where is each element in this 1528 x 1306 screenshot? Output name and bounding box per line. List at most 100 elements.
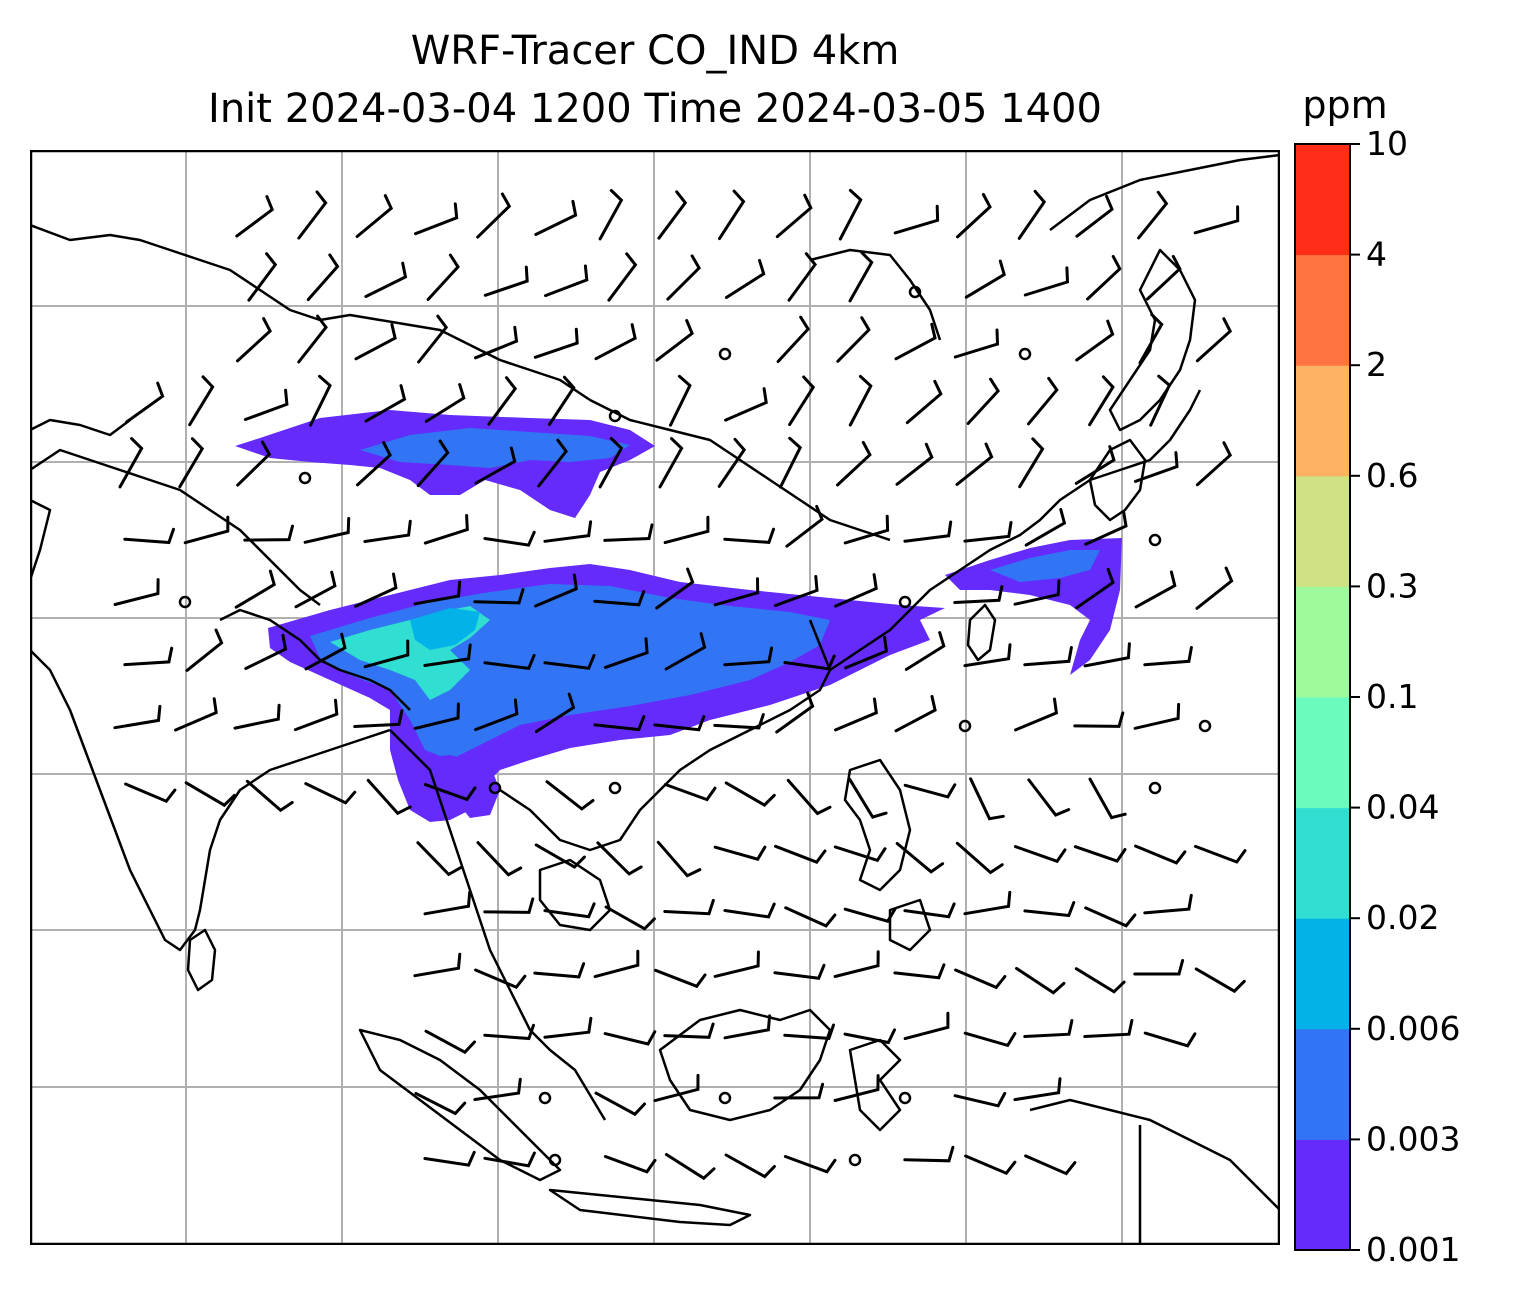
- calm-wind-circle: [718, 1091, 732, 1105]
- wind-barb: [953, 328, 1000, 359]
- wind-barb: [1015, 966, 1066, 995]
- wind-barb: [293, 698, 339, 732]
- wind-barb: [354, 323, 397, 361]
- wind-barb: [593, 949, 640, 979]
- wind-barb: [243, 388, 289, 421]
- wind-barb: [309, 374, 332, 427]
- wind-barb: [954, 968, 1007, 990]
- wind-barb: [724, 387, 768, 422]
- wind-barb: [244, 633, 288, 670]
- calm-wind-circle: [898, 595, 912, 609]
- wind-barb: [363, 639, 410, 669]
- colorbar-tick-label: 0.02: [1366, 898, 1439, 937]
- colorbar-bin: [1295, 697, 1350, 809]
- calm-wind-circles: [178, 285, 1212, 1167]
- colorbar-bin: [1295, 365, 1350, 477]
- wind-barb: [304, 782, 357, 805]
- wind-barb: [543, 902, 596, 919]
- wind-barb: [113, 578, 160, 606]
- colorbar-tick-label: 0.006: [1366, 1009, 1460, 1048]
- wind-barb: [964, 259, 1006, 299]
- calm-wind-circle: [1148, 533, 1162, 547]
- wind-barb: [723, 1014, 772, 1040]
- colorbar-tick-label: 0.1: [1366, 677, 1418, 716]
- wind-barb: [185, 628, 224, 672]
- wind-barb: [1084, 906, 1137, 928]
- calm-wind-circle: [1018, 347, 1032, 361]
- wind-barb: [366, 778, 412, 816]
- wind-barb: [594, 1091, 646, 1117]
- wind-barb: [834, 573, 878, 608]
- wind-barb: [775, 691, 815, 734]
- tracer-plume: [235, 410, 1122, 822]
- wind-barb: [834, 697, 878, 732]
- wind-barb: [963, 890, 1012, 916]
- calm-wind-circle: [898, 1091, 912, 1105]
- wind-barb: [654, 968, 707, 989]
- wind-barb: [788, 375, 816, 427]
- wind-barb: [1083, 642, 1131, 668]
- wind-barb: [786, 778, 832, 816]
- colorbar-tick-label: 0.003: [1366, 1119, 1460, 1158]
- wind-barb: [534, 199, 578, 236]
- wind-barb: [844, 635, 889, 670]
- wind-barb: [1013, 1077, 1062, 1102]
- wind-barb: [903, 1011, 950, 1041]
- calm-wind-circle: [908, 285, 922, 299]
- wind-barb: [474, 446, 517, 485]
- wind-barb: [1088, 375, 1115, 427]
- wind-barb: [836, 440, 872, 487]
- colorbar-frame: [1294, 143, 1351, 1251]
- wind-barb: [364, 261, 408, 298]
- colorbar-tick-label: 0.04: [1366, 788, 1439, 827]
- wind-barb: [533, 962, 586, 979]
- wind-barb: [1194, 967, 1246, 994]
- wind-barb: [893, 963, 946, 980]
- wind-barb: [1134, 844, 1187, 865]
- wind-barb: [953, 1092, 1007, 1108]
- wind-barb: [663, 1022, 715, 1039]
- wind-barb: [423, 514, 469, 545]
- wind-barb: [903, 1145, 955, 1163]
- wind-barb: [113, 704, 162, 730]
- wind-barb: [607, 252, 638, 302]
- wind-barb: [543, 1016, 593, 1039]
- wind-barb: [895, 842, 945, 874]
- coastlines: [30, 153, 1280, 1245]
- colorbar-tick-label: 0.6: [1366, 456, 1418, 495]
- map-title: WRF-Tracer CO_IND 4km: [410, 28, 900, 74]
- wind-barb: [426, 253, 460, 301]
- wind-barb: [544, 264, 589, 298]
- wind-barb: [363, 519, 412, 543]
- wind-barb: [474, 968, 527, 990]
- wind-barb: [664, 632, 707, 671]
- wind-barb: [364, 384, 407, 423]
- wind-barb: [969, 777, 1005, 821]
- wind-barb: [1073, 845, 1127, 863]
- wind-barb: [413, 702, 460, 730]
- wind-barb: [833, 845, 887, 863]
- wind-barb: [1193, 205, 1240, 235]
- wind-barb: [723, 527, 775, 544]
- wind-barb: [178, 437, 205, 489]
- map-subtitle: Init 2024-03-04 1200 Time 2024-03-05 140…: [208, 86, 1102, 132]
- wind-barb: [1146, 254, 1182, 301]
- wind-barb: [963, 1031, 1017, 1048]
- wind-barb: [603, 1030, 657, 1046]
- wind-barb: [953, 585, 1004, 604]
- calm-wind-circle: [718, 347, 732, 361]
- wind-barb: [1018, 437, 1045, 489]
- wind-barb: [247, 252, 278, 302]
- wind-barb: [663, 783, 717, 802]
- wind-barb: [1074, 967, 1126, 994]
- wind-barb: [603, 1155, 657, 1174]
- wind-barb: [245, 779, 294, 813]
- wind-barb: [779, 436, 803, 489]
- colorbar-bin: [1295, 475, 1350, 587]
- wind-barb: [1014, 697, 1059, 732]
- wind-barb: [724, 781, 776, 807]
- wind-barb: [413, 952, 462, 978]
- colorbar-bin: [1295, 1139, 1350, 1251]
- calm-wind-circle: [608, 409, 622, 423]
- wind-barb: [664, 1153, 716, 1181]
